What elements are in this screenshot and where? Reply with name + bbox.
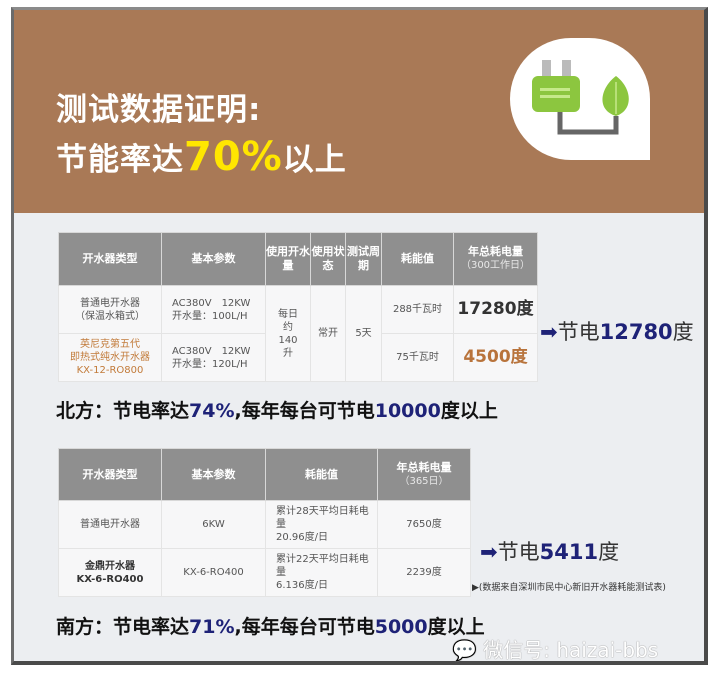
energy-cell: 288千瓦时 <box>381 285 454 334</box>
col-header: 耗能值 <box>381 232 454 286</box>
data-source-note: ▶(数据来自深圳市民中心新旧开水器耗能测试表) <box>472 583 666 593</box>
annual-cell: 4500度 <box>453 333 538 382</box>
energy-cell: 累计28天平均日耗电量 20.96度/日 <box>265 500 378 549</box>
arrow-right-icon: ➡ <box>540 320 558 344</box>
col-header: 年总耗电量 （365日） <box>377 448 471 501</box>
param-cell: 6KW <box>161 500 266 549</box>
param-cell: AC380V 12KW 开水量：120L/H <box>161 333 266 382</box>
col-header: 年总耗电量 （300工作日） <box>453 232 538 286</box>
header-banner: 测试数据证明: 节能率达70%以上 <box>14 10 704 213</box>
annual-cell: 2239度 <box>377 548 471 597</box>
usage-cell: 每日约140升 <box>265 285 311 382</box>
energy-cell: 累计22天平均日耗电量 6.136度/日 <box>265 548 378 597</box>
col-header: 耗能值 <box>265 448 378 501</box>
type-cell: 英尼克第五代 即热式纯水开水器 KX-12-RO800 <box>58 333 162 382</box>
col-header: 使用状态 <box>310 232 346 286</box>
param-cell: KX-6-RO400 <box>161 548 266 597</box>
plug-leaf-icon <box>510 38 650 160</box>
table-row: 普通电开水器 （保温水箱式） AC380V 12KW 开水量：100L/H 每日约1… <box>58 285 538 382</box>
table-row: 英尼克第五代 即热式纯水开水器 KX-12-RO800 AC380V 12KW 开水量… <box>58 333 538 382</box>
col-header: 开水器类型 <box>58 448 162 501</box>
table-header-row: 开水器类型 基本参数 耗能值 年总耗电量 （365日） <box>58 448 471 501</box>
infographic-frame: 测试数据证明: 节能率达70%以上 开水器类型 基本参数 使用开水量 使用状态 … <box>11 7 708 665</box>
type-cell: 普通电开水器 （保温水箱式） <box>58 285 162 334</box>
type-cell: 普通电开水器 <box>58 500 162 549</box>
savings-south: ➡节电5411度 <box>480 540 620 564</box>
headline-line1: 测试数据证明: <box>56 92 262 128</box>
wechat-watermark: 💬 微信号: haizai-bbs <box>452 638 659 662</box>
wechat-icon: 💬 <box>452 638 477 662</box>
south-summary: 南方：节电率达71%,每年每台可节电5000度以上 <box>56 616 485 638</box>
energy-cell: 75千瓦时 <box>381 333 454 382</box>
state-cell: 常开 <box>310 285 346 382</box>
table-header-row: 开水器类型 基本参数 使用开水量 使用状态 测试周期 耗能值 年总耗电量 （300… <box>58 232 538 286</box>
headline-line2: 节能率达70%以上 <box>56 134 347 180</box>
annual-cell: 17280度 <box>453 285 538 334</box>
annual-cell: 7650度 <box>377 500 471 549</box>
col-header: 测试周期 <box>345 232 382 286</box>
south-comparison-table: 开水器类型 基本参数 耗能值 年总耗电量 （365日） 普通电开水器 6KW 累计… <box>58 448 471 597</box>
arrow-right-icon: ➡ <box>480 540 498 564</box>
col-header: 基本参数 <box>161 448 266 501</box>
north-summary: 北方：节电率达74%,每年每台可节电10000度以上 <box>56 400 498 422</box>
table-row: 金鼎开水器 KX-6-RO400 KX-6-RO400 累计22天平均日耗电量 6.… <box>58 548 471 597</box>
param-cell: AC380V 12KW 开水量：100L/H <box>161 285 266 334</box>
north-comparison-table: 开水器类型 基本参数 使用开水量 使用状态 测试周期 耗能值 年总耗电量 （300… <box>58 232 538 382</box>
savings-north: ➡节电12780度 <box>540 320 694 344</box>
period-cell: 5天 <box>345 285 382 382</box>
col-header: 开水器类型 <box>58 232 162 286</box>
type-cell: 金鼎开水器 KX-6-RO400 <box>58 548 162 597</box>
col-header: 基本参数 <box>161 232 266 286</box>
table-row: 普通电开水器 6KW 累计28天平均日耗电量 20.96度/日 7650度 <box>58 500 471 549</box>
col-header: 使用开水量 <box>265 232 311 286</box>
